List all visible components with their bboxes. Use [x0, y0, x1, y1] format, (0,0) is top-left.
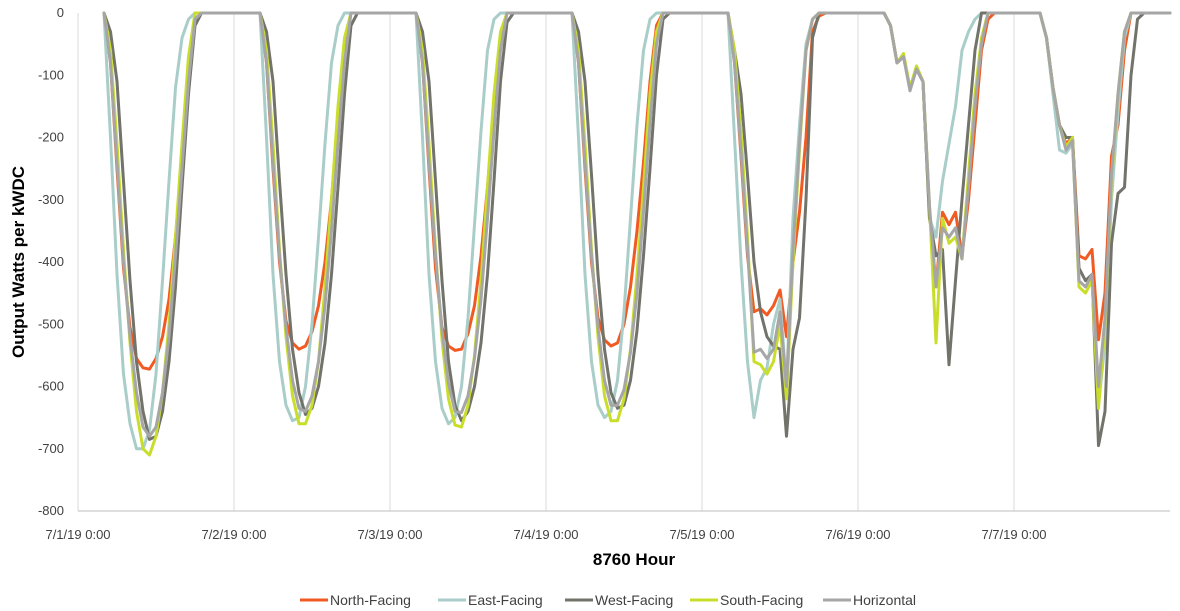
legend-label: East-Facing	[468, 592, 543, 608]
legend-item: East-Facing	[438, 592, 543, 608]
y-tick-label: -600	[38, 379, 64, 394]
x-tick-label: 7/7/19 0:00	[981, 527, 1046, 542]
legend-label: West-Facing	[595, 592, 673, 608]
y-tick-label: 0	[57, 5, 64, 20]
legend: North-Facing East-Facing West-Facing South-…	[300, 592, 916, 608]
series-line-east-facing	[102, 11, 1172, 451]
legend-label: South-Facing	[720, 592, 803, 608]
series-line-west-facing	[102, 11, 1172, 448]
series-line-horizontal	[102, 11, 1172, 438]
x-tick-label: 7/6/19 0:00	[825, 527, 890, 542]
y-tick-label: -500	[38, 316, 64, 331]
legend-item: North-Facing	[300, 592, 411, 608]
legend-item: South-Facing	[690, 592, 803, 608]
x-tick-label: 7/2/19 0:00	[201, 527, 266, 542]
y-tick-label: -400	[38, 254, 64, 269]
legend-label: Horizontal	[853, 592, 916, 608]
gridlines	[77, 13, 1015, 511]
y-tick-label: -800	[38, 503, 64, 518]
y-axis: 0 -100 -200 -300 -400 -500 -600 -700 -800	[38, 5, 64, 518]
y-axis-title: Output Watts per kWDC	[9, 166, 28, 358]
series-lines	[102, 11, 1172, 457]
x-tick-label: 7/3/19 0:00	[357, 527, 422, 542]
x-axis: 7/1/19 0:00 7/2/19 0:00 7/3/19 0:00 7/4/19 …	[45, 510, 1170, 542]
x-axis-title: 8760 Hour	[593, 550, 676, 569]
legend-item: Horizontal	[823, 592, 916, 608]
legend-label: North-Facing	[330, 592, 411, 608]
x-tick-label: 7/4/19 0:00	[513, 527, 578, 542]
y-tick-label: -100	[38, 67, 64, 82]
x-tick-label: 7/5/19 0:00	[669, 527, 734, 542]
y-tick-label: -200	[38, 130, 64, 145]
x-tick-label: 7/1/19 0:00	[45, 527, 110, 542]
y-tick-label: -300	[38, 192, 64, 207]
y-tick-label: -700	[38, 441, 64, 456]
legend-item: West-Facing	[565, 592, 673, 608]
